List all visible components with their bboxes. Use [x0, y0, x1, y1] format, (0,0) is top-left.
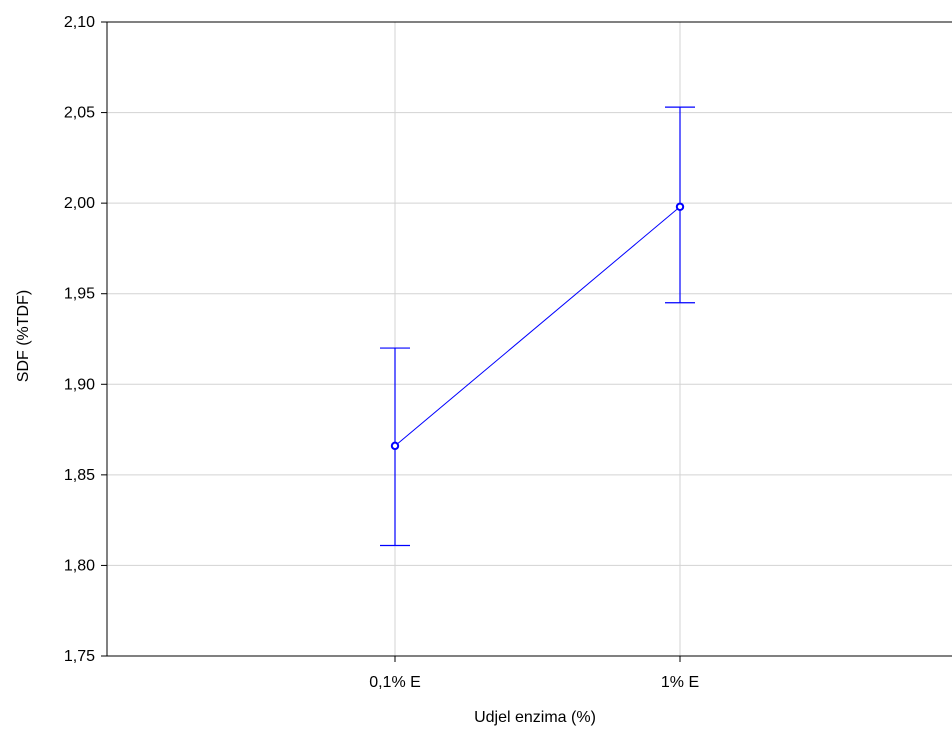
y-tick-label: 1,95: [64, 286, 95, 303]
axes: [101, 21, 952, 662]
series-line: [394, 206, 681, 447]
series-group: [380, 106, 695, 547]
x-tick-label: 1% E: [661, 674, 699, 691]
x-axis-label: Udjel enzima (%): [474, 709, 596, 726]
y-tick-label: 1,75: [64, 648, 95, 665]
y-tick-label: 1,80: [64, 557, 95, 574]
x-tick-label: 0,1% E: [369, 674, 421, 691]
y-tick-label: 2,05: [64, 105, 95, 122]
data-point: [390, 441, 400, 451]
y-tick-label: 2,10: [64, 14, 95, 31]
axis-labels: Udjel enzima (%) SDF (%TDF) 1,75 1,80 1,85…: [15, 14, 699, 726]
y-tick-label: 1,90: [64, 376, 95, 393]
y-tick-label: 1,85: [64, 467, 95, 484]
data-point: [675, 202, 685, 211]
y-tick-label: 2,00: [64, 195, 95, 212]
gridlines: [107, 22, 952, 656]
y-axis-label: SDF (%TDF): [15, 290, 32, 382]
